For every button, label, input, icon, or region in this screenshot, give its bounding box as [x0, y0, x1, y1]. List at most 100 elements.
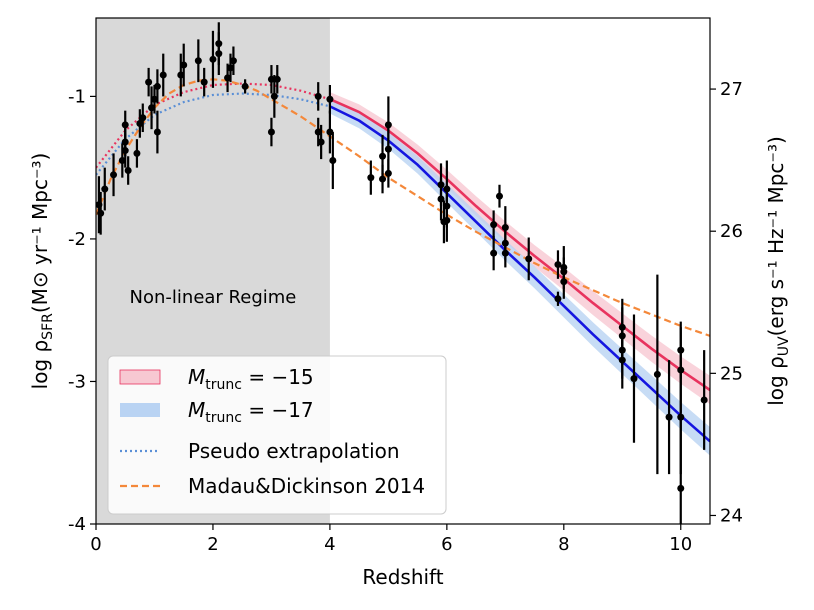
x-tick-label-0: 0	[90, 534, 101, 555]
x-tick-label-3: 6	[441, 534, 452, 555]
legend-box	[107, 355, 447, 515]
data-point-18	[177, 71, 185, 79]
data-point-2	[101, 185, 109, 193]
legend-swatch-mtrunc-15	[119, 369, 161, 385]
data-point-51	[490, 249, 498, 257]
y-tick-label-3: -1	[68, 86, 86, 107]
confidence-bands	[329, 92, 710, 456]
y2-axis-ticks: 24 25 26 27	[710, 79, 743, 526]
line-series-2	[96, 92, 331, 176]
data-point-31	[267, 128, 275, 136]
data-point-17	[159, 71, 167, 79]
data-point-32	[273, 75, 281, 83]
data-point-66	[618, 356, 626, 364]
y-tick-label-1: -3	[68, 371, 86, 392]
x-axis-ticks: 0 2 4 6 8 10	[90, 524, 692, 555]
data-point-67	[630, 375, 638, 383]
data-point-39	[367, 174, 375, 182]
data-point-3	[110, 171, 118, 179]
data-point-50	[443, 216, 451, 224]
data-point-37	[326, 128, 334, 136]
data-point-29	[267, 75, 275, 83]
data-point-9	[121, 121, 129, 129]
data-point-35	[317, 138, 325, 146]
plot-frame	[95, 17, 711, 525]
data-point-30	[270, 92, 278, 100]
observation-points	[96, 22, 708, 524]
data-point-40	[379, 152, 387, 160]
data-point-71	[677, 346, 685, 354]
band-series-0	[329, 92, 710, 405]
x-tick-label-5: 10	[669, 534, 692, 555]
data-point-1	[97, 209, 105, 217]
x-tick-label-2: 4	[324, 534, 335, 555]
data-point-15	[145, 78, 153, 86]
non-linear-regime-label: Non-linear Regime	[130, 287, 297, 308]
x-tick-label-1: 2	[207, 534, 218, 555]
line-series-3	[96, 82, 331, 169]
legend-label-mtrunc-17: Mtrunc = −17	[188, 398, 314, 426]
legend-label-pseudo: Pseudo extrapolation	[188, 439, 400, 463]
data-point-12	[148, 104, 156, 112]
y2-tick-label-1: 25	[720, 363, 743, 384]
data-point-58	[554, 295, 562, 303]
y2-tick-label-0: 24	[720, 505, 743, 526]
data-point-57	[525, 255, 533, 263]
data-point-13	[150, 95, 158, 103]
data-point-27	[229, 57, 237, 65]
legend-swatch-mtrunc-17	[120, 403, 160, 417]
legend-item-mtrunc-15: Mtrunc = −15	[119, 365, 314, 393]
data-point-41	[379, 175, 387, 183]
line-series-1	[329, 105, 710, 443]
line-series-0	[329, 98, 710, 392]
x-tick-label-4: 8	[558, 534, 569, 555]
data-point-11	[139, 114, 147, 122]
data-point-44	[384, 169, 392, 177]
data-point-43	[384, 121, 392, 129]
band-series-1	[329, 99, 710, 456]
data-point-33	[314, 92, 322, 100]
data-point-8	[133, 149, 141, 157]
legend-item-madau: Madau&Dickinson 2014	[120, 474, 425, 498]
data-point-22	[209, 55, 217, 63]
data-point-19	[180, 61, 188, 69]
y2-tick-label-2: 26	[720, 221, 743, 242]
data-point-7	[121, 138, 129, 146]
data-point-26	[226, 64, 234, 72]
data-point-68	[653, 370, 661, 378]
legend: Mtrunc = −15 Mtrunc = −17 Pseudo extrapo…	[107, 355, 447, 515]
data-point-25	[224, 74, 232, 82]
data-point-38	[329, 157, 337, 165]
data-point-46	[437, 195, 445, 203]
legend-label-mtrunc-15: Mtrunc = −15	[188, 365, 314, 393]
data-point-24	[215, 40, 223, 48]
data-point-73	[677, 484, 685, 492]
data-point-56	[501, 249, 509, 257]
data-point-74	[700, 396, 708, 404]
data-point-52	[490, 221, 498, 229]
data-point-69	[665, 413, 673, 421]
y-axis-label: log ρSFR(M⊙ yr⁻¹ Mpc⁻³)	[28, 153, 56, 390]
legend-item-mtrunc-17: Mtrunc = −17	[120, 398, 314, 426]
data-point-36	[326, 95, 334, 103]
data-point-20	[194, 57, 202, 65]
legend-label-madau: Madau&Dickinson 2014	[188, 474, 425, 498]
data-point-21	[200, 78, 208, 86]
data-point-14	[153, 128, 161, 136]
data-point-28	[241, 82, 249, 90]
line-series-4	[96, 78, 710, 337]
y-tick-label-0: -4	[68, 514, 86, 535]
data-point-6	[124, 167, 132, 175]
y2-axis-label: log ρUV(erg s⁻¹ Hz⁻¹ Mpc⁻³)	[764, 136, 792, 406]
series-lines	[96, 78, 710, 443]
y2-tick-label-3: 27	[720, 79, 743, 100]
data-point-62	[560, 268, 568, 276]
data-point-53	[495, 192, 503, 200]
data-point-16	[153, 82, 161, 90]
data-point-59	[554, 261, 562, 269]
data-point-4	[118, 157, 126, 165]
legend-item-pseudo: Pseudo extrapolation	[120, 439, 400, 463]
y-tick-label-2: -2	[68, 229, 86, 250]
y-axis-ticks: -4 -3 -2 -1	[68, 86, 96, 535]
